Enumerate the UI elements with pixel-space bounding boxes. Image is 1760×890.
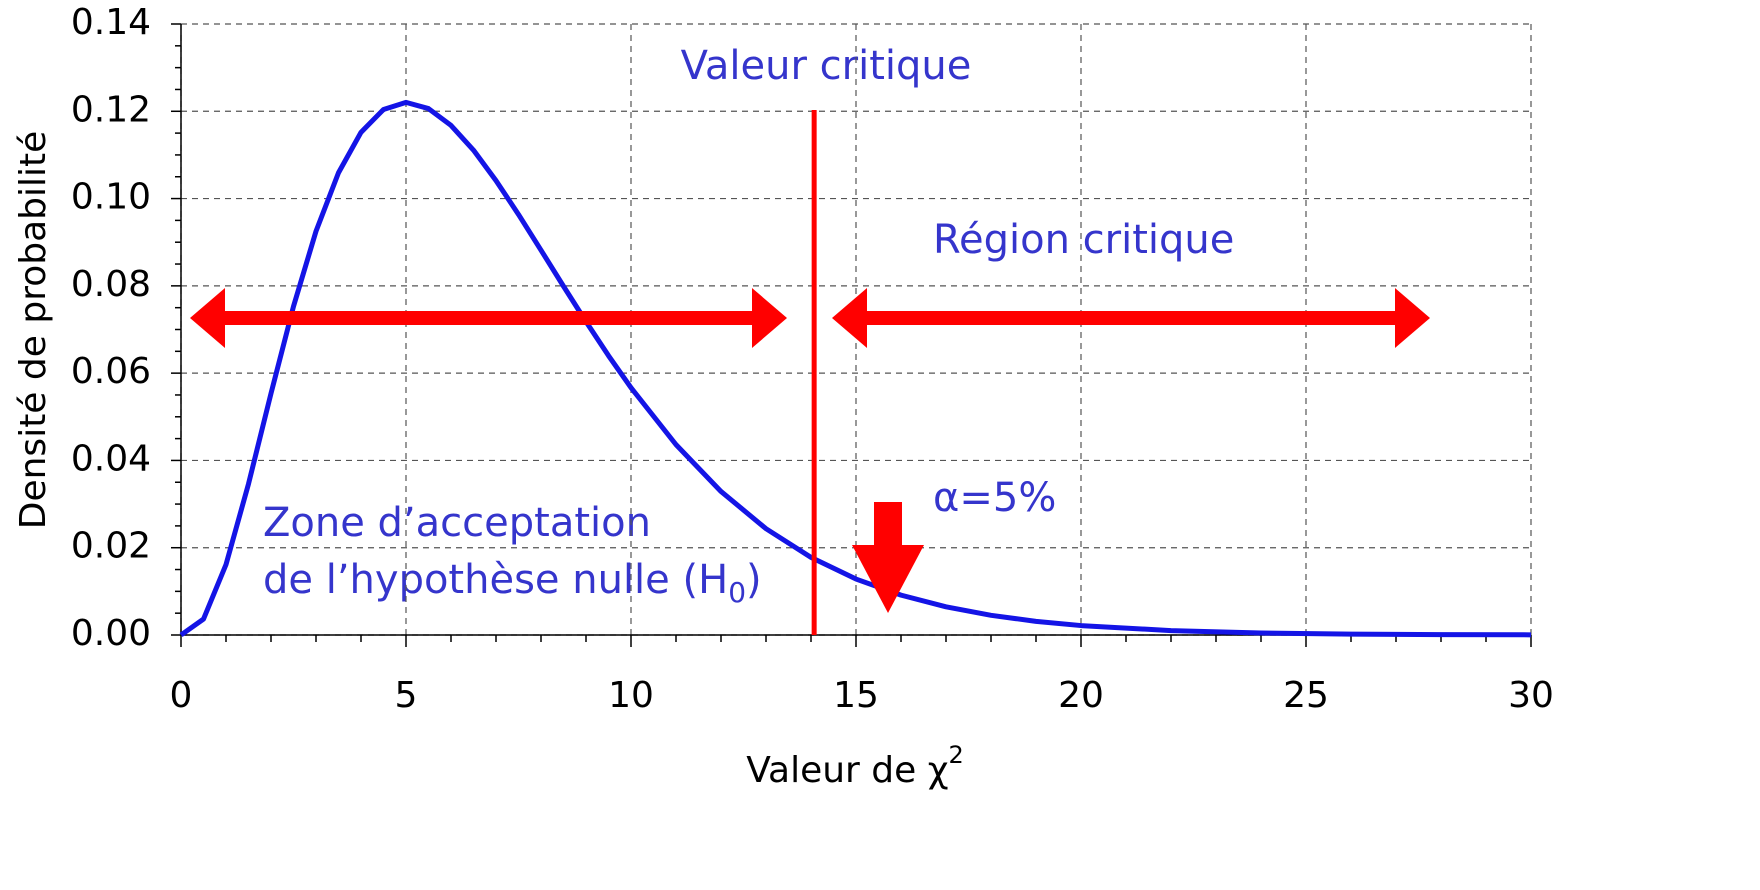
x-tick-label: 10 bbox=[608, 675, 654, 716]
y-tick-label: 0.14 bbox=[71, 2, 151, 43]
arrow-head bbox=[832, 288, 867, 348]
y-tick-label: 0.06 bbox=[71, 351, 151, 392]
arrow-head bbox=[852, 545, 924, 613]
annotation: α=5% bbox=[933, 475, 1056, 521]
x-tick-label: 20 bbox=[1058, 675, 1104, 716]
annotation: Zone d’acceptation bbox=[263, 500, 651, 546]
arrow-head bbox=[190, 288, 225, 348]
x-tick-label: 30 bbox=[1508, 675, 1554, 716]
arrows bbox=[190, 288, 1430, 613]
arrow-head bbox=[1395, 288, 1430, 348]
arrow-shaft bbox=[874, 502, 902, 547]
annotation: Région critique bbox=[933, 217, 1234, 263]
y-axis-label: Densité de probabilité bbox=[13, 131, 54, 530]
annotation: de l’hypothèse nulle (H0) bbox=[263, 557, 762, 609]
x-tick-label: 5 bbox=[395, 675, 418, 716]
y-tick-label: 0.12 bbox=[71, 89, 151, 130]
density-curve bbox=[179, 99, 1532, 638]
annotation-sub: 0 bbox=[728, 576, 746, 609]
y-tick-label: 0.04 bbox=[71, 438, 151, 479]
arrow-shaft bbox=[857, 311, 1405, 325]
x-axis-label: Valeur de χ2 bbox=[746, 741, 964, 791]
x-axis-label-text: Valeur de χ bbox=[746, 750, 948, 791]
annotation: Valeur critique bbox=[681, 43, 972, 89]
x-tick-label: 25 bbox=[1283, 675, 1329, 716]
annotation-text: de l’hypothèse nulle (H bbox=[263, 557, 728, 603]
arrow-head bbox=[752, 288, 787, 348]
annotation-text: ) bbox=[746, 557, 762, 603]
x-tick-label: 15 bbox=[833, 675, 879, 716]
y-tick-label: 0.02 bbox=[71, 526, 151, 567]
y-tick-label: 0.00 bbox=[71, 613, 151, 654]
x-tick-label: 0 bbox=[170, 675, 193, 716]
x-axis-label-sup: 2 bbox=[949, 741, 964, 769]
y-tick-label: 0.08 bbox=[71, 264, 151, 305]
arrow-shaft bbox=[215, 311, 760, 325]
y-tick-label: 0.10 bbox=[71, 177, 151, 218]
